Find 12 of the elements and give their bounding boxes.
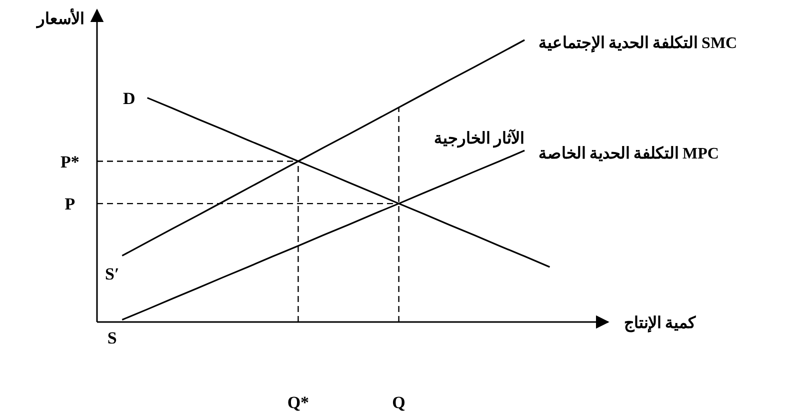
annotation: S′ xyxy=(105,264,120,284)
ref-line-label: P xyxy=(64,194,76,214)
series-label: التكلفة الحدية الخاصة MPC xyxy=(538,146,719,163)
series-label: التكلفة الحدية الإجتماعية SMC xyxy=(538,35,738,52)
x-axis-title: كمية الإنتاج xyxy=(624,315,696,333)
x-tick-label: Q* xyxy=(287,393,310,412)
ref-line-label: P* xyxy=(60,152,80,172)
series-label: D xyxy=(123,88,136,108)
x-tick-label: Q xyxy=(392,393,406,412)
text: S xyxy=(107,328,117,348)
ref-line-label: الآثار الخارجية xyxy=(434,128,524,148)
y-axis-title: الأسعار xyxy=(36,8,84,29)
